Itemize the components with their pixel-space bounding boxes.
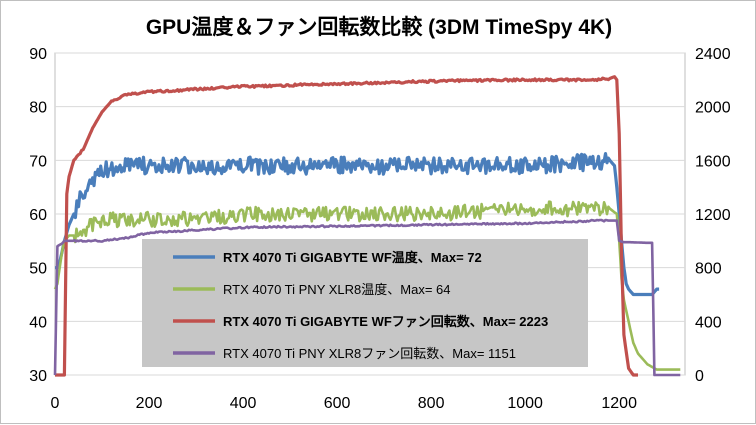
legend-label: RTX 4070 Ti PNY XLR8ファン回転数、Max= 1151 [223,346,516,361]
x-tick-label: 400 [230,395,257,412]
y-right-tick-label: 2000 [695,100,731,117]
legend-label: RTX 4070 Ti GIGABYTE WF温度、Max= 72 [223,250,482,265]
y-left-tick-label: 60 [29,207,47,224]
series-line-3 [53,218,681,377]
y-right-tick-label: 1600 [695,153,731,170]
chart-title: GPU温度＆ファン回転数比較 (3DM TimeSpy 4K) [146,15,612,39]
y-left-tick-label: 90 [29,46,47,63]
y-left-tick-label: 50 [29,261,47,278]
x-tick-label: 0 [51,395,60,412]
y-right-tick-label: 400 [695,314,722,331]
axis-tick-labels: 30 40 50 60 70 80 90 0 400 800 1200 1600 2000 2400 0 20… [29,46,730,412]
y-right-tick-label: 800 [695,261,722,278]
y-left-tick-label: 30 [29,368,47,385]
y-left-tick-label: 40 [29,314,47,331]
legend-label: RTX 4070 Ti PNY XLR8温度、Max= 64 [223,282,450,297]
legend: RTX 4070 Ti GIGABYTE WF温度、Max= 72 RTX 407… [142,239,588,367]
series-line-2 [54,75,639,377]
x-tick-label: 1000 [507,395,543,412]
y-right-tick-label: 2400 [695,46,731,63]
series-lines [53,75,681,377]
legend-box [142,239,588,367]
x-tick-label: 1200 [601,395,637,412]
y-left-tick-label: 80 [29,100,47,117]
y-left-tick-label: 70 [29,153,47,170]
x-tick-label: 800 [418,395,445,412]
y-right-tick-label: 0 [695,368,704,385]
y-right-tick-label: 1200 [695,207,731,224]
series-line-0 [54,152,660,297]
legend-label: RTX 4070 Ti GIGABYTE WFファン回転数、Max= 2223 [223,314,548,329]
x-tick-label: 600 [324,395,351,412]
x-tick-label: 200 [136,395,163,412]
series-line-1 [53,200,681,371]
